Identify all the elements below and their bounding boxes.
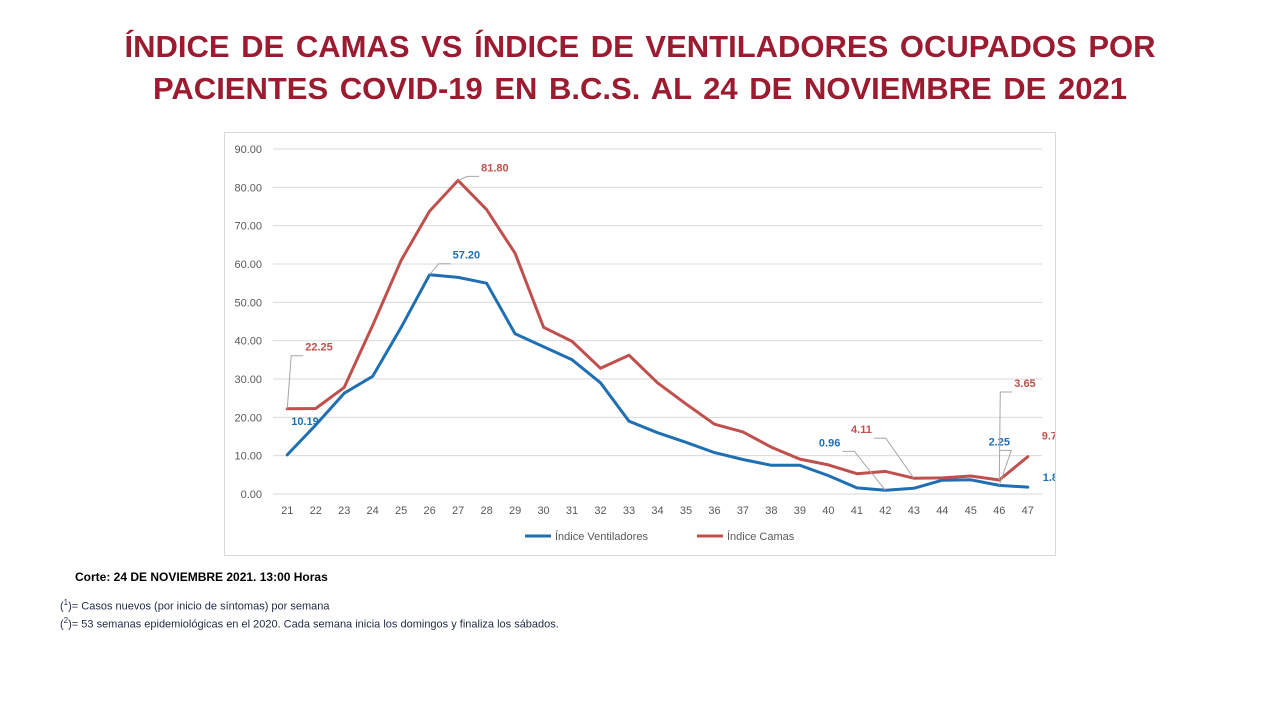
x-tick-label: 26 xyxy=(424,505,436,517)
x-tick-label: 42 xyxy=(879,505,891,517)
x-tick-label: 39 xyxy=(794,505,806,517)
x-tick-label: 25 xyxy=(395,505,407,517)
data-label-leader xyxy=(873,437,915,479)
page-title: ÍNDICE DE CAMAS VS ÍNDICE DE VENTILADORE… xyxy=(0,26,1280,110)
x-tick-label: 21 xyxy=(281,505,293,517)
data-label: 57.20 xyxy=(453,250,481,262)
data-label-leader xyxy=(998,391,1013,481)
x-tick-label: 29 xyxy=(509,505,521,517)
data-label: 3.65 xyxy=(1014,378,1035,390)
series-line-ventiladores xyxy=(285,273,1030,492)
data-label: 22.25 xyxy=(305,342,333,354)
x-tick-label: 40 xyxy=(822,505,834,517)
line-chart: 0.00 10.00 20.00 30.00 40.00 50.00 60.00 70.00 8… xyxy=(234,144,1055,543)
x-tick-label: 32 xyxy=(594,505,606,517)
x-tick-label: 36 xyxy=(708,505,720,517)
data-label-leader xyxy=(998,449,1012,486)
x-tick-label: 47 xyxy=(1022,505,1034,517)
x-tick-label: 46 xyxy=(993,505,1005,517)
footnote-1-text: = Casos nuevos (por inicio de síntomas) … xyxy=(71,600,330,613)
data-label-leader xyxy=(842,450,886,491)
title-line-2: PACIENTES COVID-19 EN B.C.S. AL 24 DE NO… xyxy=(153,71,1127,106)
y-tick-label: 40.00 xyxy=(234,336,262,348)
footer-notes: Corte: 24 DE NOVIEMBRE 2021. 13:00 Horas… xyxy=(60,570,559,631)
data-label: 10.19 xyxy=(291,416,319,428)
footnote-2: (2)= 53 semanas epidemiológicas en el 20… xyxy=(60,615,559,631)
data-label-leader xyxy=(457,175,480,181)
data-label: 0.96 xyxy=(819,437,840,449)
x-tick-label: 22 xyxy=(310,505,322,517)
footnote-1: (1)= Casos nuevos (por inicio de síntoma… xyxy=(60,598,330,613)
x-tick-label: 27 xyxy=(452,505,464,517)
x-tick-label: 31 xyxy=(566,505,578,517)
y-tick-label: 90.00 xyxy=(234,144,262,156)
data-label-leader xyxy=(429,263,451,276)
legend-label: Índice Ventiladores xyxy=(555,530,648,543)
y-tick-label: 60.00 xyxy=(234,259,262,271)
data-label: 81.80 xyxy=(481,162,509,174)
x-tick-label: 43 xyxy=(908,505,920,517)
data-label: 4.11 xyxy=(851,424,872,436)
y-tick-label: 20.00 xyxy=(234,412,262,424)
x-tick-label: 45 xyxy=(965,505,977,517)
y-tick-label: 80.00 xyxy=(234,182,262,194)
x-tick-label: 24 xyxy=(367,505,379,517)
footnote-2-text: = 53 semanas epidemiológicas en el 2020.… xyxy=(71,618,559,631)
x-tick-label: 33 xyxy=(623,505,635,517)
data-label: 9.74 xyxy=(1042,431,1055,443)
legend-label: Índice Camas xyxy=(727,530,795,543)
series-line-camas xyxy=(285,178,1030,482)
y-tick-label: 30.00 xyxy=(234,374,262,386)
y-tick-label: 10.00 xyxy=(234,451,262,463)
footnote-2-sup: 2 xyxy=(63,615,69,625)
x-tick-label: 37 xyxy=(737,505,749,517)
y-tick-label: 70.00 xyxy=(234,221,262,233)
x-tick-label: 28 xyxy=(480,505,492,517)
corte-text: Corte: 24 DE NOVIEMBRE 2021. 13:00 Horas xyxy=(75,570,328,584)
x-tick-label: 35 xyxy=(680,505,692,517)
y-tick-label: 0.00 xyxy=(241,489,262,501)
chart-frame: 0.00 10.00 20.00 30.00 40.00 50.00 60.00 70.00 8… xyxy=(224,132,1056,556)
x-tick-label: 41 xyxy=(851,505,863,517)
footnote-1-sup: 1 xyxy=(63,598,69,607)
title-line-1: ÍNDICE DE CAMAS VS ÍNDICE DE VENTILADORE… xyxy=(124,29,1156,64)
x-tick-label: 44 xyxy=(936,505,948,517)
x-tick-label: 30 xyxy=(537,505,549,517)
x-tick-label: 34 xyxy=(651,505,663,517)
x-tick-label: 38 xyxy=(765,505,777,517)
x-tick-label: 23 xyxy=(338,505,350,517)
data-label-leader xyxy=(286,355,304,409)
data-label: 1.80 xyxy=(1043,472,1055,484)
y-tick-label: 50.00 xyxy=(234,297,262,309)
